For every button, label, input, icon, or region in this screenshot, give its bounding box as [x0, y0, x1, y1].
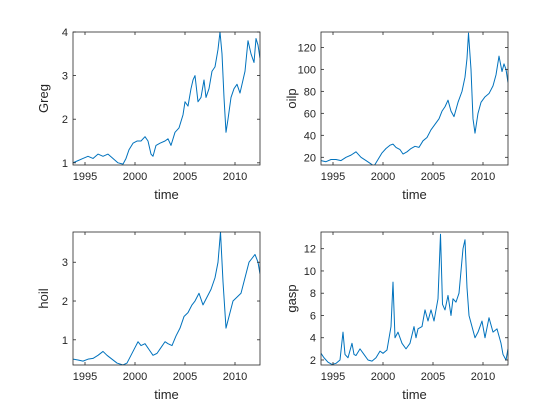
subplot-Greg: 1995 2000 2005 2010 1 2 3 4 time Greg — [36, 27, 261, 202]
x-tick-label: 2000 — [371, 171, 395, 183]
x-axis-label: time — [402, 387, 427, 402]
subplot-oilp: 1995 2000 2005 2010 20 40 60 80 100 120 time oilp — [284, 31, 509, 202]
x-tick-label: 1995 — [321, 371, 345, 383]
series-line-oilp — [321, 32, 508, 165]
y-tick-label: 20 — [304, 152, 316, 164]
y-tick-label: 3 — [62, 257, 68, 269]
y-tick-label: 4 — [310, 333, 316, 345]
x-tick-label: 2000 — [123, 171, 147, 183]
x-tick-label: 2000 — [123, 371, 147, 383]
y-axis-label: oilp — [284, 88, 299, 108]
x-tick-label: 2005 — [421, 171, 445, 183]
x-tick-label: 2010 — [223, 371, 247, 383]
x-axis-label: time — [154, 187, 179, 202]
y-tick-label: 1 — [62, 158, 68, 170]
y-tick-label: 2 — [62, 296, 68, 308]
y-tick-label: 2 — [310, 355, 316, 367]
subplot-gasp: 1995 2000 2005 2010 2 4 6 8 10 12 time gasp — [284, 231, 509, 402]
y-tick-label: 8 — [310, 288, 316, 300]
series-line-hoil — [73, 232, 260, 365]
y-axis-label: Greg — [36, 84, 51, 113]
x-axis-label: time — [402, 187, 427, 202]
x-tick-label: 2005 — [173, 371, 197, 383]
x-tick-label: 1995 — [321, 171, 345, 183]
y-tick-label: 10 — [304, 266, 316, 278]
x-tick-label: 2010 — [471, 371, 495, 383]
axes-frame — [320, 31, 509, 166]
x-tick-label: 2010 — [223, 171, 247, 183]
x-tick-label: 1995 — [73, 171, 97, 183]
y-tick-label: 120 — [298, 42, 316, 54]
x-tick-label: 2010 — [471, 171, 495, 183]
y-tick-label: 4 — [62, 27, 68, 39]
x-tick-label: 2000 — [371, 371, 395, 383]
series-line-Greg — [73, 32, 260, 165]
y-tick-label: 6 — [310, 310, 316, 322]
y-tick-label: 40 — [304, 130, 316, 142]
y-tick-label: 100 — [298, 64, 316, 76]
subplot-hoil: 1995 2000 2005 2010 1 2 3 time hoil — [36, 231, 261, 402]
axes-frame — [320, 231, 509, 366]
series-line-gasp — [321, 233, 508, 365]
axes-frame — [72, 231, 261, 366]
x-tick-label: 2005 — [421, 371, 445, 383]
axes-frame — [72, 31, 261, 166]
x-tick-label: 2005 — [173, 171, 197, 183]
y-tick-label: 3 — [62, 71, 68, 83]
y-tick-label: 1 — [62, 335, 68, 347]
y-axis-label: hoil — [36, 288, 51, 308]
y-tick-label: 60 — [304, 108, 316, 120]
y-tick-label: 12 — [304, 244, 316, 256]
y-tick-label: 2 — [62, 114, 68, 126]
y-tick-label: 80 — [304, 86, 316, 98]
x-tick-label: 1995 — [73, 371, 97, 383]
y-axis-label: gasp — [284, 284, 299, 312]
x-axis-label: time — [154, 387, 179, 402]
